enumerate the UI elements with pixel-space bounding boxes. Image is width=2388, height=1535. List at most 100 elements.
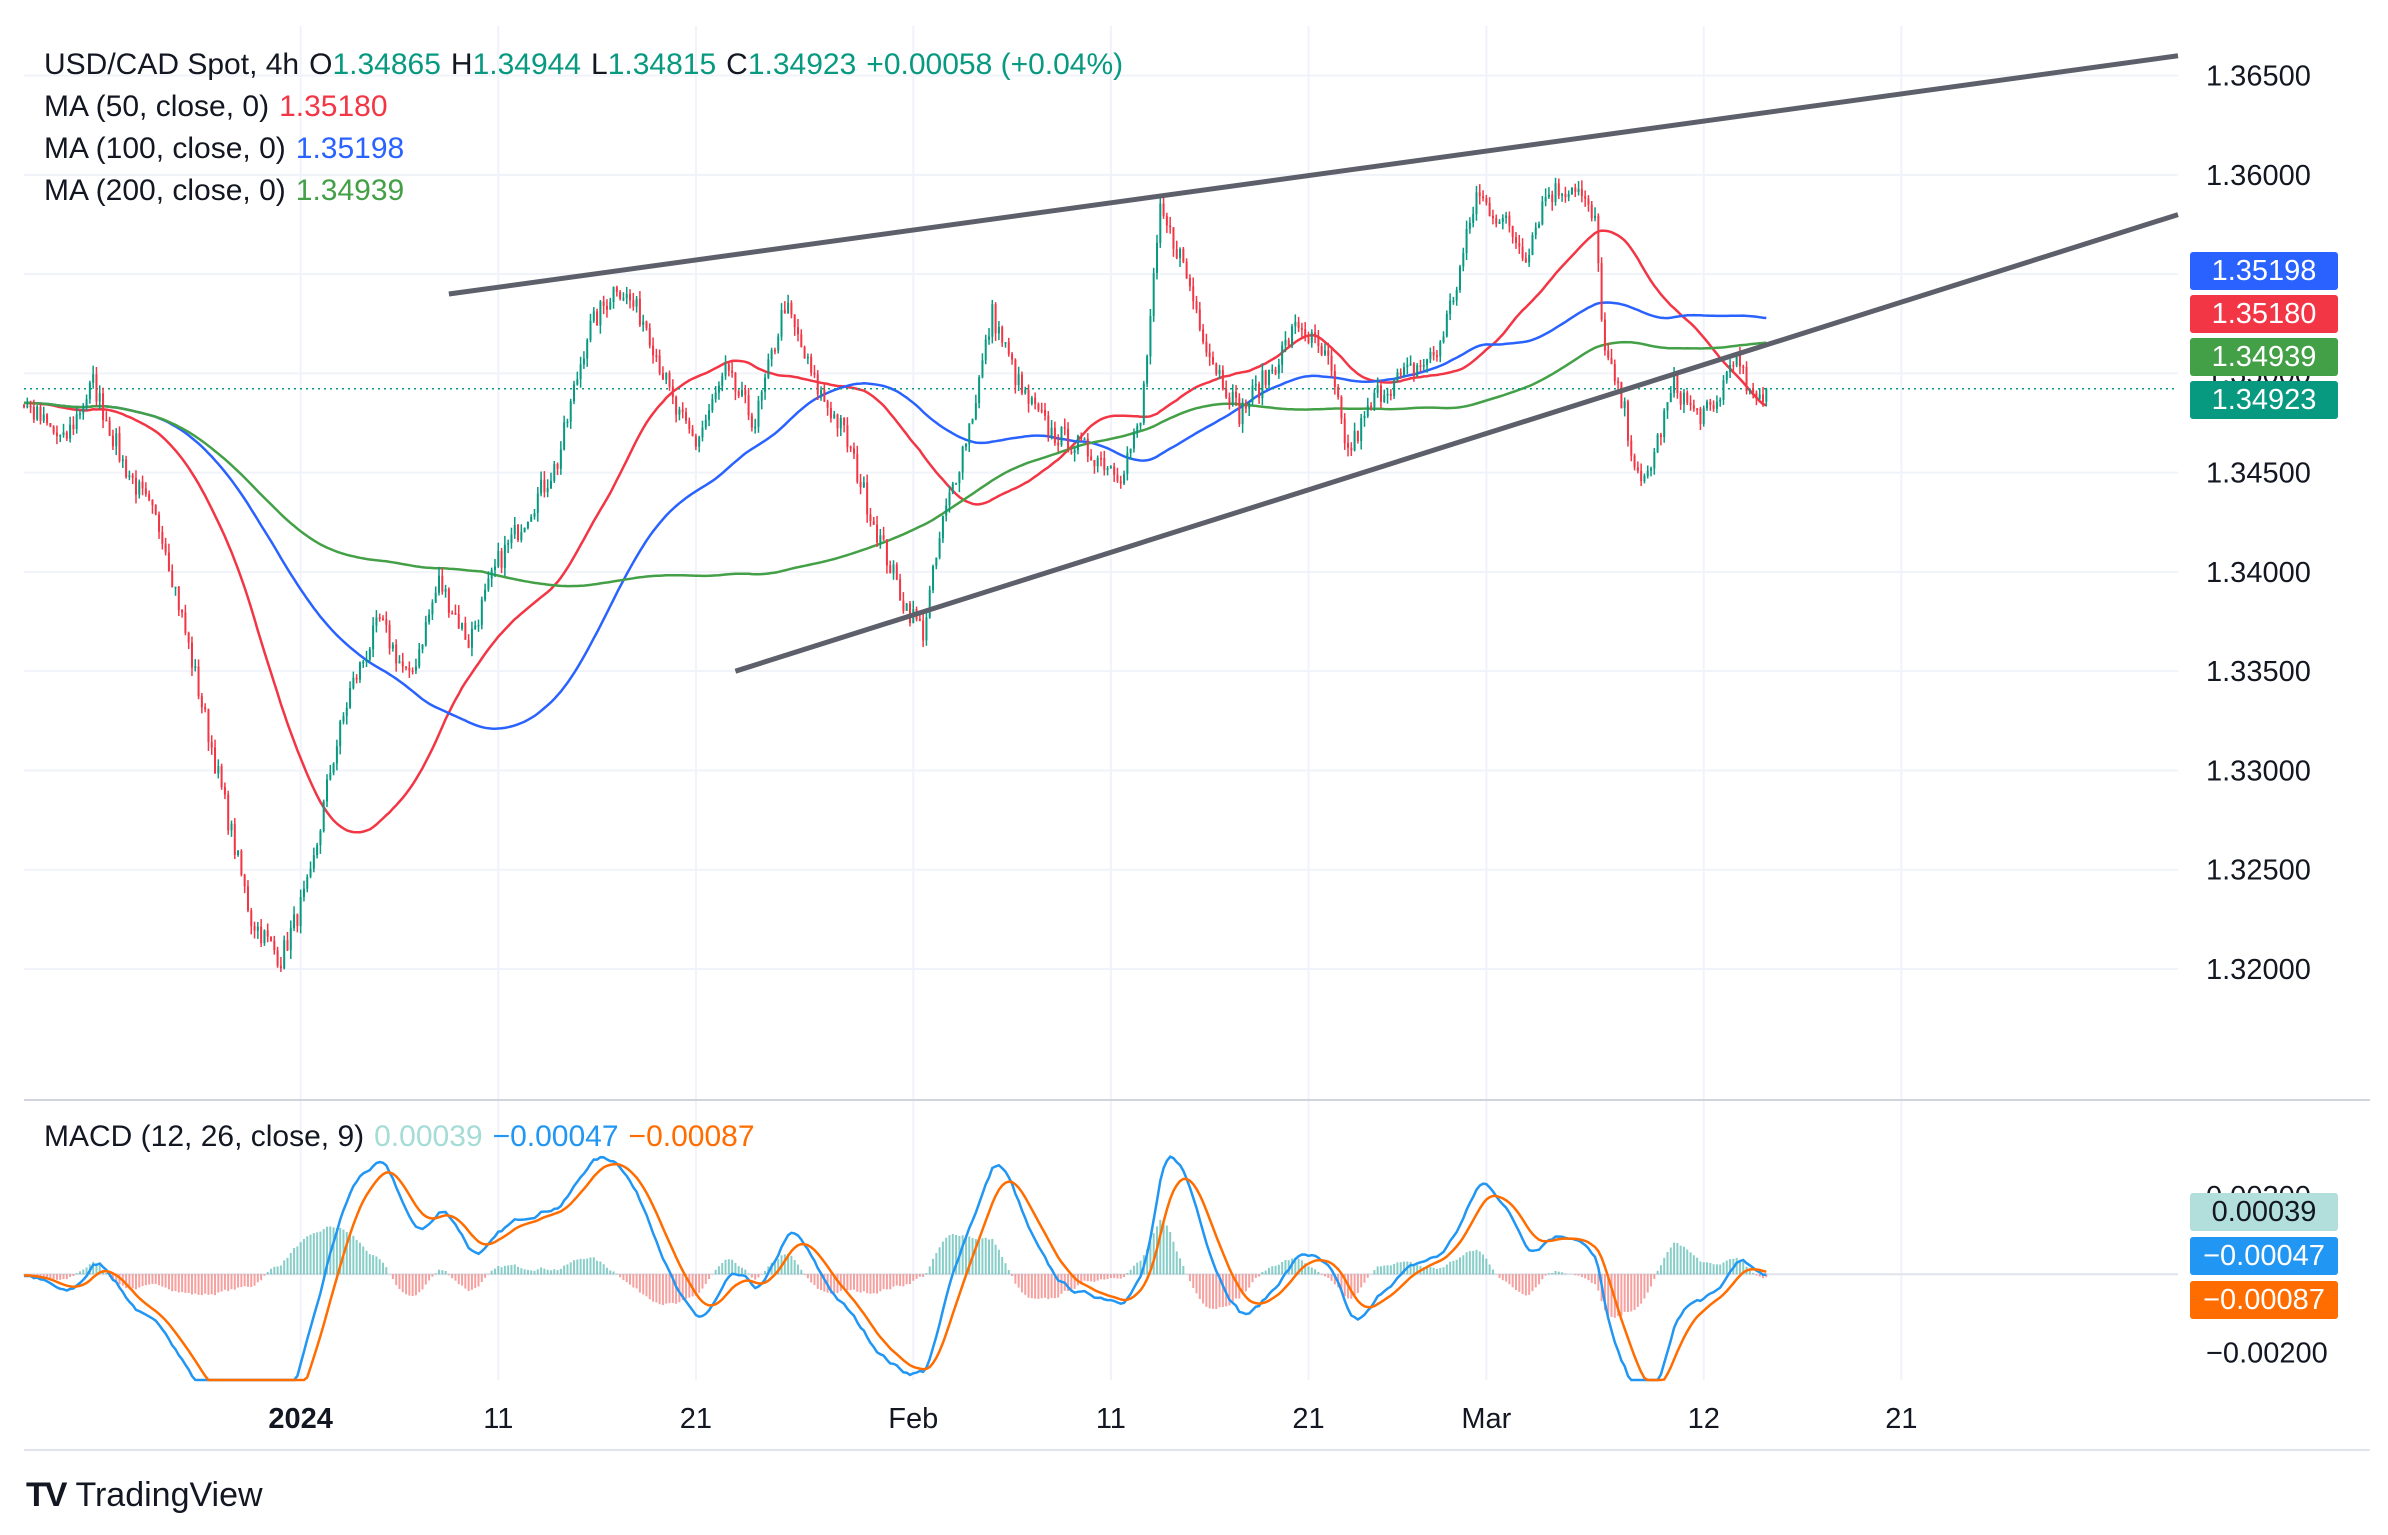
candle-body <box>1248 402 1251 409</box>
macd-histogram-bar <box>1620 1274 1623 1316</box>
candle-body <box>589 320 592 341</box>
macd-histogram-bar <box>1198 1274 1201 1299</box>
macd-histogram-bar <box>1689 1252 1692 1275</box>
macd-histogram-bar <box>869 1274 872 1294</box>
candle-body <box>1291 326 1294 347</box>
candle-body <box>65 432 68 439</box>
candle-body <box>372 625 375 650</box>
macd-histogram-bar <box>1623 1274 1626 1312</box>
candle-body <box>181 610 184 613</box>
macd-histogram-bar <box>1439 1268 1442 1275</box>
candle-body <box>586 340 589 359</box>
macd-histogram-bar <box>777 1259 780 1275</box>
macd-histogram-bar <box>1561 1272 1564 1275</box>
close-value: 1.34923 <box>747 48 857 81</box>
macd-histogram-bar <box>36 1274 39 1276</box>
candle-body <box>1020 374 1023 394</box>
candle-body <box>1360 418 1363 441</box>
macd-histogram-bar <box>530 1270 533 1275</box>
candle-body <box>1445 313 1448 337</box>
candle-body <box>1465 228 1468 254</box>
candle-body <box>365 659 368 662</box>
candle-body <box>1462 253 1465 267</box>
candle-body <box>1600 263 1603 320</box>
macd-hist-tag: 0.00039 <box>2190 1193 2338 1231</box>
candle-body <box>1024 389 1027 394</box>
candle-body <box>1393 380 1396 396</box>
candle-body <box>1626 401 1629 441</box>
macd-histogram-bar <box>622 1274 625 1281</box>
candle-body <box>1699 408 1702 424</box>
candle-body <box>1129 448 1132 454</box>
macd-histogram-bar <box>1422 1267 1425 1275</box>
macd-histogram-bar <box>441 1270 444 1275</box>
macd-histogram-bar <box>1073 1274 1076 1289</box>
macd-histogram-bar <box>1366 1274 1369 1278</box>
candle-body <box>721 375 724 386</box>
candle-body <box>1590 204 1593 219</box>
macd-histogram-bar <box>757 1274 760 1278</box>
candle-body <box>358 662 361 680</box>
macd-histogram-bar <box>1666 1252 1669 1275</box>
candle-body <box>1198 309 1201 330</box>
macd-histogram-bar <box>1538 1274 1541 1285</box>
macd-histogram-bar <box>1175 1251 1178 1275</box>
tradingview-brand[interactable]: TV TradingView <box>26 1476 263 1515</box>
candle-body <box>1271 369 1274 372</box>
y-tick-label: 1.32000 <box>2206 954 2311 986</box>
y-tick-label: 1.36500 <box>2206 61 2311 93</box>
macd-histogram-bar <box>289 1252 292 1275</box>
macd-histogram-bar <box>1554 1270 1557 1275</box>
macd-histogram-bar <box>688 1274 691 1298</box>
macd-histogram-bar <box>306 1236 309 1275</box>
macd-histogram-bar <box>339 1227 342 1275</box>
macd-histogram-bar <box>493 1268 496 1275</box>
candle-body <box>72 424 75 429</box>
macd-histogram-bar <box>533 1270 536 1275</box>
macd-histogram-bar <box>895 1274 898 1286</box>
candle-body <box>1353 430 1356 451</box>
macd-histogram-bar <box>177 1274 180 1293</box>
macd-histogram-bar <box>98 1265 101 1275</box>
macd-histogram-bar <box>997 1249 1000 1275</box>
change-value: +0.00058 (+0.04%) <box>866 48 1124 81</box>
candle-body <box>299 896 302 926</box>
candle-body <box>154 505 157 515</box>
macd-histogram-bar <box>1330 1274 1333 1281</box>
candle-body <box>1103 458 1106 471</box>
candle-body <box>1561 193 1564 196</box>
candle-body <box>484 589 487 600</box>
candle-body <box>1100 457 1102 460</box>
moving-averages <box>23 229 2178 834</box>
candle-body <box>859 481 862 488</box>
macd-histogram-bar <box>1488 1264 1491 1275</box>
candle-body <box>1570 187 1573 195</box>
candle-body <box>487 578 490 590</box>
candle-body <box>1244 402 1247 409</box>
macd-histogram-bar <box>1235 1274 1238 1299</box>
candle-body <box>1195 301 1198 310</box>
candle-body <box>981 360 984 378</box>
candle-body <box>1169 225 1172 228</box>
macd-histogram-bar <box>1547 1273 1550 1275</box>
ma100-legend: MA (100, close, 0) 1.35198 <box>44 128 414 170</box>
candle-body <box>1323 350 1326 355</box>
candle-body <box>125 459 128 478</box>
candle-body <box>26 405 29 408</box>
macd-histogram-bar <box>671 1274 674 1303</box>
candle-body <box>1584 196 1587 199</box>
macd-histogram-bar <box>1083 1274 1086 1281</box>
macd-histogram-bar <box>391 1274 394 1280</box>
macd-histogram-bar <box>1669 1247 1672 1275</box>
macd-histogram-bar <box>1686 1249 1689 1275</box>
candle-body <box>1053 427 1056 443</box>
high-label: H <box>450 48 473 81</box>
macd-histogram-bar <box>1722 1262 1725 1275</box>
candle-body <box>530 516 533 522</box>
macd-histogram-bar <box>991 1238 994 1275</box>
macd-histogram-bar <box>1426 1267 1429 1275</box>
candle-body <box>708 410 711 420</box>
macd-histogram-bar <box>945 1237 948 1275</box>
candle-body <box>164 543 167 553</box>
macd-histogram-bar <box>1034 1274 1037 1299</box>
